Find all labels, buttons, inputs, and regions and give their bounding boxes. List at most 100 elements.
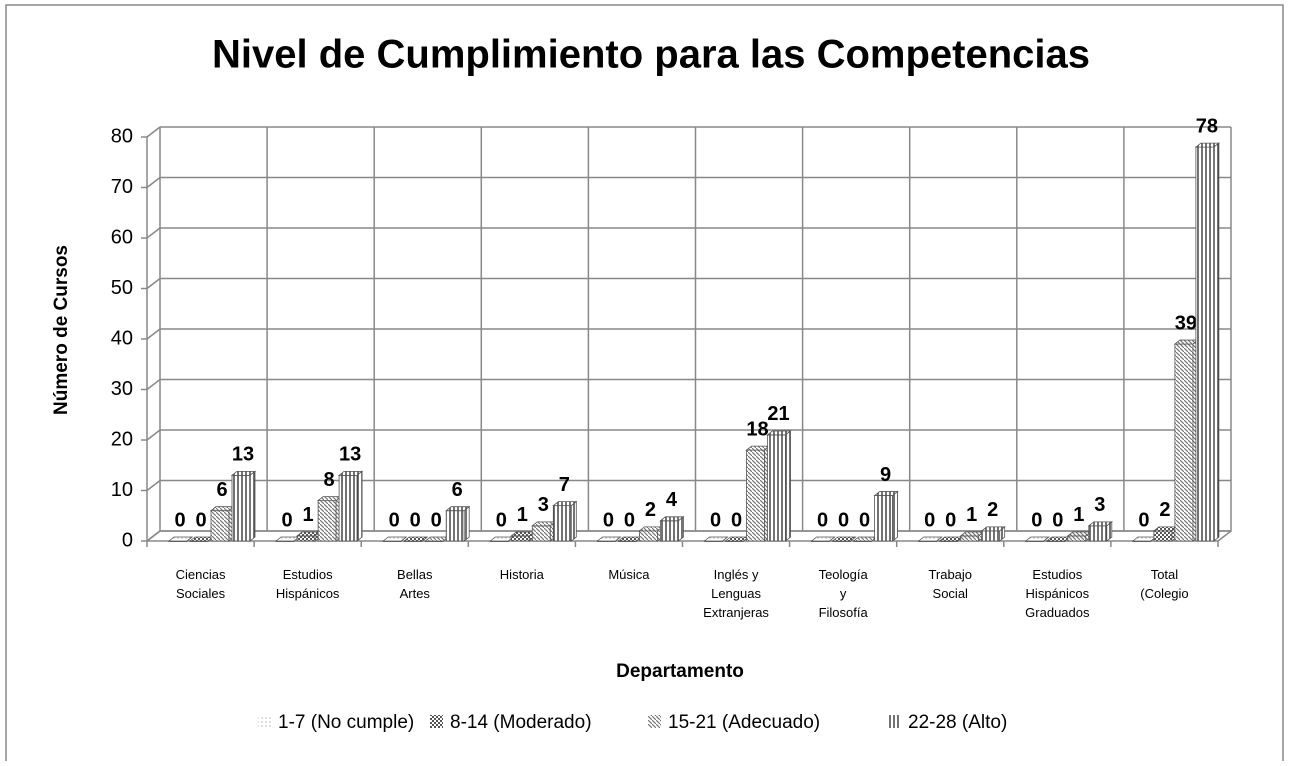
data-label: 6 [452, 479, 463, 501]
bar [917, 536, 943, 542]
y-tick-label: 0 [122, 529, 133, 551]
x-tick-label: Teología y Filosofía [819, 567, 869, 620]
data-label: 0 [859, 509, 870, 531]
x-tick-label: Música [608, 567, 650, 582]
bar-side [570, 500, 577, 542]
bar [337, 470, 364, 542]
data-label: 8 [324, 469, 335, 491]
x-tick-label: Estudios Hispánicos [276, 567, 340, 601]
bar-front [445, 510, 465, 542]
y-tick-label: 20 [111, 428, 133, 450]
bar [959, 531, 985, 542]
bar-side [829, 536, 835, 542]
bar [873, 490, 899, 542]
bar-side [678, 515, 684, 542]
bar-front [767, 434, 786, 542]
bar-side [615, 536, 621, 542]
y-tick-label: 70 [111, 176, 133, 198]
bar [659, 515, 685, 542]
grid-line [146, 378, 161, 391]
grid-line [146, 530, 161, 542]
bar [403, 536, 429, 542]
bar [424, 536, 450, 542]
data-label: 9 [880, 464, 891, 486]
bar-front [639, 530, 658, 542]
bar-front [317, 500, 337, 542]
bar-front [1067, 535, 1087, 542]
bar-side [785, 430, 791, 542]
bar-side [463, 505, 470, 542]
bar-front [1153, 530, 1173, 542]
bar-side [421, 536, 428, 542]
bar-front [1088, 525, 1108, 542]
bar [810, 536, 836, 542]
bar [766, 430, 792, 542]
back-wall [146, 127, 1232, 542]
data-label: 1 [517, 504, 528, 526]
data-label: 0 [195, 509, 206, 531]
bar-side [1106, 521, 1113, 542]
data-label: 1 [1073, 504, 1084, 526]
bar [445, 505, 471, 542]
chart-border [5, 4, 1284, 761]
y-tick-label: 80 [111, 125, 133, 147]
y-tick-label: 10 [111, 479, 133, 501]
bar-front [338, 474, 358, 542]
bar [510, 531, 536, 542]
bar [980, 526, 1006, 542]
bar-front [1174, 343, 1194, 542]
data-label: 0 [1138, 509, 1149, 531]
y-tick-label: 40 [111, 327, 133, 349]
data-label: 3 [538, 494, 549, 516]
x-tick-label: Trabajo Social [928, 567, 972, 601]
bar-side [1213, 142, 1220, 542]
data-label: 13 [232, 444, 254, 466]
bar-side [356, 470, 363, 542]
data-label: 0 [945, 509, 956, 531]
grid-line [146, 429, 161, 441]
data-label: 0 [710, 509, 721, 531]
bar-front [531, 525, 551, 542]
bar [938, 536, 964, 542]
bar-side [1043, 536, 1050, 542]
chart-title: Nivel de Cumplimiento para las Competenc… [212, 33, 1090, 77]
bar [745, 445, 771, 542]
legend-swatch [888, 715, 901, 728]
bar-side [999, 526, 1006, 542]
legend-swatch [258, 715, 271, 728]
data-label: 0 [174, 509, 185, 531]
data-label: 2 [1159, 499, 1170, 521]
bar [596, 536, 622, 542]
data-label: 0 [624, 509, 635, 531]
bar [1173, 339, 1200, 542]
legend-label: 1-7 (No cumple) [278, 712, 414, 733]
data-label: 2 [645, 499, 656, 521]
x-tick-label: Bellas Artes [397, 567, 433, 601]
data-label: 0 [731, 509, 742, 531]
data-label: 1 [303, 504, 314, 526]
data-label: 0 [817, 509, 828, 531]
data-label: 0 [496, 509, 507, 531]
bar [1024, 536, 1050, 542]
x-tick-label: Historia [500, 567, 545, 582]
data-label: 18 [746, 418, 768, 440]
data-label: 0 [1052, 509, 1063, 531]
data-label: 7 [559, 474, 570, 496]
bar-front [210, 510, 230, 542]
bar [1194, 142, 1221, 542]
bar-front [874, 495, 893, 542]
data-label: 3 [1094, 494, 1105, 516]
grid-line [146, 277, 161, 290]
bar [531, 521, 557, 542]
bar [274, 536, 301, 542]
data-label: 21 [767, 403, 789, 425]
y-tick-label: 60 [111, 226, 133, 248]
bar [295, 531, 322, 542]
grid-line [146, 176, 161, 189]
bar-side [722, 536, 728, 542]
x-tick-label: Total (Colegio [1140, 567, 1188, 601]
bar-front [552, 505, 572, 542]
data-label: 39 [1175, 312, 1197, 334]
legend-label: 8-14 (Moderado) [450, 712, 592, 733]
data-label: 78 [1196, 115, 1218, 137]
